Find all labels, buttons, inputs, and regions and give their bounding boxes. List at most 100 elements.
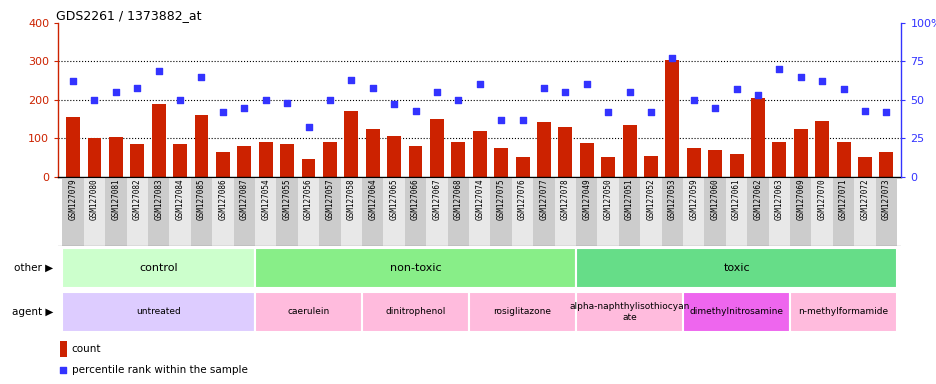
- Point: [685, 97, 700, 103]
- Point: [407, 108, 422, 114]
- Bar: [255, 248, 576, 288]
- Bar: [301, 159, 315, 177]
- Bar: [341, 177, 361, 246]
- Text: GSM127062: GSM127062: [753, 179, 762, 220]
- Bar: [490, 177, 511, 246]
- Point: [793, 74, 808, 80]
- Text: rosiglitazone: rosiglitazone: [493, 308, 551, 316]
- Text: GSM127068: GSM127068: [453, 179, 462, 220]
- Text: alpha-naphthylisothiocyan
ate: alpha-naphthylisothiocyan ate: [569, 302, 689, 322]
- Point: [835, 86, 850, 92]
- Point: [813, 78, 828, 84]
- Bar: [361, 177, 383, 246]
- Text: GSM127054: GSM127054: [261, 179, 270, 220]
- Bar: [857, 157, 871, 177]
- Point: [429, 89, 444, 95]
- Text: count: count: [71, 344, 101, 354]
- Text: GSM127081: GSM127081: [111, 179, 120, 220]
- Point: [450, 97, 465, 103]
- Bar: [554, 177, 576, 246]
- Bar: [383, 177, 404, 246]
- Bar: [793, 129, 807, 177]
- Bar: [747, 177, 768, 246]
- Text: GSM127085: GSM127085: [197, 179, 206, 220]
- Bar: [639, 177, 661, 246]
- Point: [344, 77, 358, 83]
- Point: [578, 81, 593, 88]
- Bar: [430, 119, 444, 177]
- Bar: [771, 142, 785, 177]
- Bar: [63, 248, 255, 288]
- Point: [109, 89, 124, 95]
- Bar: [533, 177, 554, 246]
- Bar: [169, 177, 191, 246]
- Point: [365, 84, 380, 91]
- Bar: [469, 177, 490, 246]
- Point: [856, 108, 871, 114]
- Text: untreated: untreated: [136, 308, 181, 316]
- Bar: [789, 177, 811, 246]
- Text: GSM127063: GSM127063: [774, 179, 783, 220]
- Bar: [87, 138, 101, 177]
- Bar: [191, 177, 212, 246]
- Bar: [682, 177, 704, 246]
- Text: control: control: [139, 263, 178, 273]
- Text: GSM127053: GSM127053: [667, 179, 676, 220]
- Bar: [408, 146, 422, 177]
- Point: [622, 89, 636, 95]
- Bar: [447, 177, 469, 246]
- Bar: [109, 137, 123, 177]
- Text: GSM127080: GSM127080: [90, 179, 99, 220]
- Bar: [126, 177, 148, 246]
- Point: [515, 117, 530, 123]
- Bar: [63, 292, 255, 332]
- Text: dimethylnitrosamine: dimethylnitrosamine: [689, 308, 782, 316]
- Bar: [60, 341, 67, 356]
- Bar: [212, 177, 233, 246]
- Text: GSM127057: GSM127057: [325, 179, 334, 220]
- Point: [536, 84, 551, 91]
- Point: [56, 367, 71, 373]
- Point: [258, 97, 273, 103]
- Text: GSM127083: GSM127083: [154, 179, 163, 220]
- Bar: [276, 177, 298, 246]
- Text: GSM127069: GSM127069: [796, 179, 804, 220]
- Text: GSM127084: GSM127084: [175, 179, 184, 220]
- Bar: [661, 177, 682, 246]
- Bar: [148, 177, 169, 246]
- Bar: [814, 121, 828, 177]
- Bar: [387, 136, 401, 177]
- Point: [237, 104, 252, 111]
- Point: [771, 66, 786, 72]
- Bar: [811, 177, 832, 246]
- Bar: [361, 292, 469, 332]
- Bar: [511, 177, 533, 246]
- Text: GSM127082: GSM127082: [133, 179, 141, 220]
- Bar: [751, 98, 764, 177]
- Bar: [344, 111, 358, 177]
- Point: [300, 124, 315, 131]
- Bar: [451, 142, 465, 177]
- Bar: [469, 292, 576, 332]
- Text: GDS2261 / 1373882_at: GDS2261 / 1373882_at: [55, 9, 201, 22]
- Text: GSM127087: GSM127087: [240, 179, 249, 220]
- Point: [707, 104, 722, 111]
- Text: caerulein: caerulein: [287, 308, 329, 316]
- Bar: [622, 125, 636, 177]
- Point: [878, 109, 893, 115]
- Text: GSM127078: GSM127078: [561, 179, 569, 220]
- Text: n-methylformamide: n-methylformamide: [797, 308, 887, 316]
- Text: GSM127070: GSM127070: [817, 179, 826, 220]
- Text: GSM127059: GSM127059: [689, 179, 697, 220]
- Point: [130, 84, 145, 91]
- Bar: [832, 177, 854, 246]
- Bar: [280, 144, 294, 177]
- Text: GSM127052: GSM127052: [646, 179, 655, 220]
- Text: toxic: toxic: [723, 263, 749, 273]
- Bar: [789, 292, 896, 332]
- Bar: [83, 177, 105, 246]
- Text: GSM127066: GSM127066: [411, 179, 419, 220]
- Bar: [105, 177, 126, 246]
- Bar: [298, 177, 319, 246]
- Bar: [255, 292, 361, 332]
